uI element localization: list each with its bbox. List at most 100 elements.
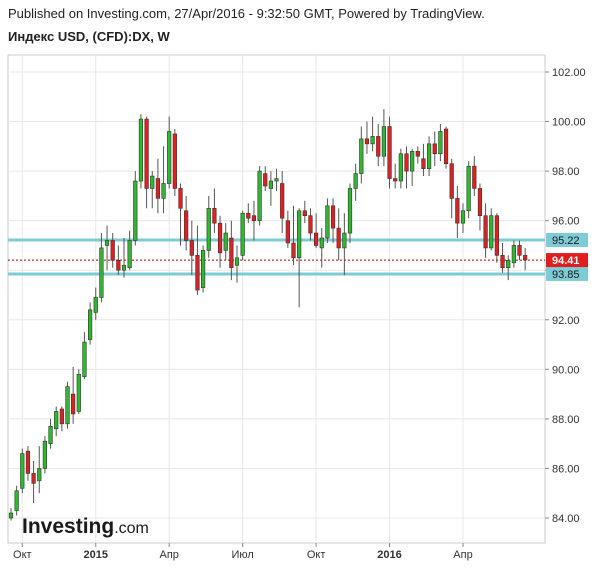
candle-body-down [25,450,31,474]
candle-body-down [500,255,505,269]
candle [274,168,279,191]
candle-body-up [48,426,53,444]
candle-body-down [523,255,528,261]
candle [201,245,206,293]
candle [302,200,307,224]
level-labels: 95.22 93.85 94.41 [546,232,588,281]
candle-body-down [404,153,409,172]
candle-body-up [37,468,42,482]
candle [404,146,409,189]
x-tick-label: Апр [159,549,178,561]
candle [116,245,121,276]
candle [285,210,290,248]
candle-body-up [370,136,375,145]
grid [8,55,545,543]
time-axis: Окт 2015 Апр Июл Окт 2016 Апр [13,543,473,561]
candle-body-down [421,158,426,169]
candle-body-up [325,205,330,239]
candle-body-up [438,131,443,155]
candle [511,240,516,268]
price-axis: 84.0086.0088.0090.0092.0094.0096.0098.00… [545,67,586,525]
candle-body-down [31,473,36,484]
candle [517,240,522,261]
candle [342,213,347,276]
x-tick-label: Окт [307,549,326,561]
candle [477,183,483,231]
candle [347,183,353,243]
candle-body-down [144,118,149,189]
candle [494,213,500,263]
candle-body-down [59,408,64,425]
candle-body-up [138,118,144,182]
candle [291,205,296,266]
candle-body-down [172,133,177,189]
candle [195,225,200,295]
x-tick-label: Июл [231,549,253,561]
candle [167,116,172,189]
candle [88,302,93,345]
candle-body-up [54,411,59,430]
candle [133,171,138,246]
candle-body-up [466,165,471,212]
candle-body-down [455,198,460,224]
candle-body-up [506,260,511,269]
candle-body-up [398,153,403,182]
candle-body-down [330,205,336,229]
candle-body-down [110,240,115,261]
y-tick-label: 88.00 [552,414,580,426]
y-tick-label: 96.00 [552,216,580,228]
candle [59,406,64,432]
candle [251,200,257,241]
candle [443,126,449,169]
candle [150,171,155,209]
candle [483,203,488,258]
candle [506,255,511,281]
candle-body-down [313,232,319,246]
candle-body-up [489,215,494,249]
candle-body-up [8,512,14,519]
candle-body-up [201,250,206,288]
candle-body-down [189,240,194,256]
candle-body-up [223,232,228,251]
candle-body-up [167,131,172,184]
candle-body-up [319,237,324,249]
candle-body-up [93,297,98,313]
candle [359,126,364,184]
candle [489,208,494,251]
candle [121,238,127,278]
candle-body-up [121,264,127,271]
candle-body-up [426,143,432,169]
candle-body-down [387,126,392,179]
current-price-label: 94.41 [552,255,580,267]
candle [20,448,25,494]
x-tick-label: 2015 [84,549,108,561]
candle [217,215,223,268]
candle [421,143,426,177]
candle [104,225,110,271]
candle [353,163,358,201]
candle-body-down [415,150,420,157]
candle-body-up [410,150,415,172]
candle [370,116,375,152]
candle [8,508,14,521]
candle-body-up [511,245,516,264]
candle [206,195,211,258]
candle-body-down [432,143,437,155]
candle [42,436,47,474]
candles [8,109,528,521]
level-label: 93.85 [552,269,580,281]
candle [460,203,466,234]
candle [223,223,228,261]
candle-body-up [240,212,245,256]
candle [330,198,336,243]
x-tick-label: Апр [453,549,472,561]
candle-body-up [353,173,358,189]
candle-body-up [20,453,25,489]
candle [466,161,471,219]
candle-body-up [274,178,279,182]
candle [449,158,454,219]
candle-body-up [65,386,70,425]
candle [93,287,98,320]
candle [313,213,319,248]
candle [178,183,183,246]
